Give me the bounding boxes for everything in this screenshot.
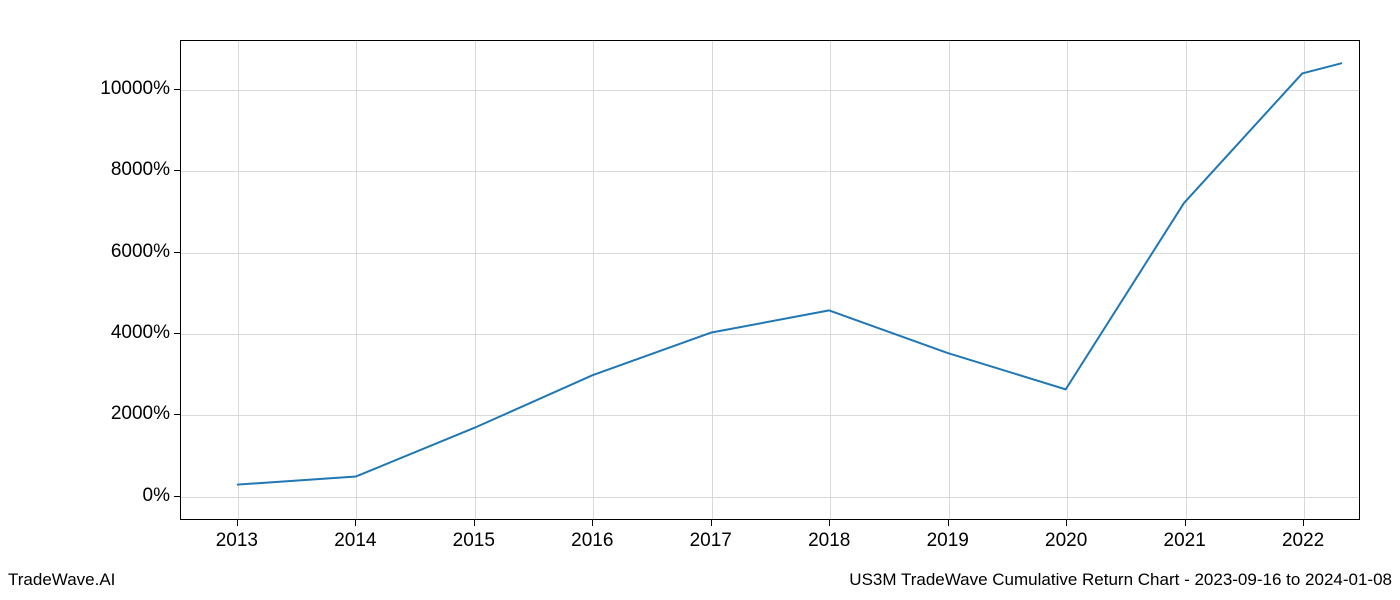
x-axis-tick-mark [237, 520, 238, 526]
y-axis-tick-mark [174, 333, 180, 334]
x-axis-tick-label: 2015 [453, 530, 495, 552]
x-axis-tick-mark [355, 520, 356, 526]
footer-caption: US3M TradeWave Cumulative Return Chart -… [849, 570, 1392, 590]
x-axis-tick-mark [1303, 520, 1304, 526]
x-axis-tick-label: 2019 [927, 530, 969, 552]
x-axis-tick-label: 2014 [334, 530, 376, 552]
x-axis-tick-mark [711, 520, 712, 526]
x-axis-tick-mark [1185, 520, 1186, 526]
x-axis-tick-mark [592, 520, 593, 526]
x-axis-tick-label: 2020 [1045, 530, 1087, 552]
y-axis-tick-label: 0% [143, 485, 170, 507]
x-axis-tick-mark [1066, 520, 1067, 526]
y-axis-tick-label: 4000% [111, 322, 170, 344]
x-axis-tick-mark [948, 520, 949, 526]
x-axis-tick-label: 2016 [571, 530, 613, 552]
y-axis-tick-mark [174, 414, 180, 415]
y-axis-tick-label: 6000% [111, 241, 170, 263]
chart-container [180, 40, 1360, 520]
x-axis-tick-label: 2017 [690, 530, 732, 552]
x-axis-tick-label: 2021 [1164, 530, 1206, 552]
y-axis-tick-mark [174, 89, 180, 90]
x-axis-tick-mark [829, 520, 830, 526]
y-axis-tick-label: 10000% [100, 78, 170, 100]
line-chart-svg [181, 41, 1359, 519]
footer-brand: TradeWave.AI [8, 570, 115, 590]
y-axis-tick-mark [174, 496, 180, 497]
y-axis-tick-label: 2000% [111, 403, 170, 425]
y-axis-tick-mark [174, 252, 180, 253]
x-axis-tick-mark [474, 520, 475, 526]
y-axis-tick-label: 8000% [111, 159, 170, 181]
y-axis-tick-mark [174, 170, 180, 171]
x-axis-tick-label: 2022 [1282, 530, 1324, 552]
plot-area [180, 40, 1360, 520]
x-axis-tick-label: 2018 [808, 530, 850, 552]
data-line [238, 63, 1341, 484]
x-axis-tick-label: 2013 [216, 530, 258, 552]
